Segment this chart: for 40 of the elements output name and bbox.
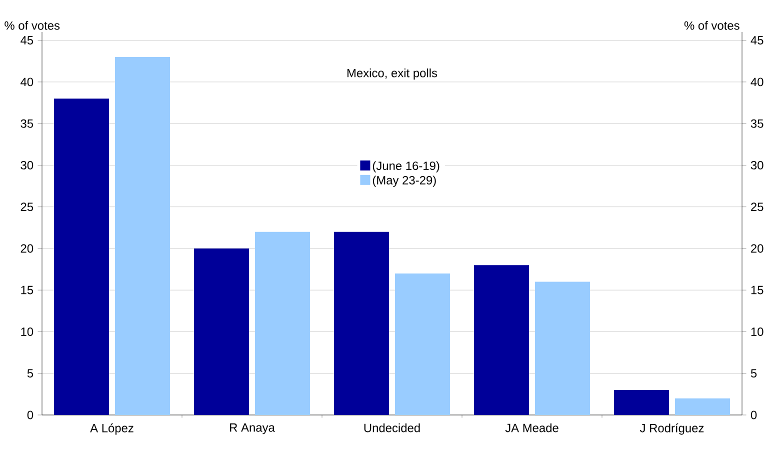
- y-tick-label: 0: [27, 410, 34, 420]
- x-tick-label: R Anaya: [230, 423, 275, 434]
- y-tick-label: 10: [21, 327, 34, 336]
- y-tick-label: 20: [20, 244, 34, 253]
- legend-label: (June 16-19): [372, 161, 440, 172]
- y-tick-label: 45: [20, 36, 34, 44]
- bar: [334, 232, 390, 415]
- y-tick-label: 35: [20, 119, 34, 128]
- y-tick-label: 40: [20, 78, 34, 86]
- y2-tick-label: 0: [750, 410, 757, 420]
- y2-tick-label: 5: [750, 369, 757, 378]
- y2-tick-label: 25: [751, 202, 764, 212]
- bar: [255, 232, 310, 415]
- y2-tick-label: 45: [750, 36, 764, 44]
- x-tick-label: A López: [90, 423, 134, 435]
- text: Mexico, exit polls: [347, 68, 438, 80]
- bar: [54, 98, 110, 415]
- bar: [535, 282, 590, 415]
- y-tick-label: 5: [27, 369, 34, 378]
- y2-tick-label: 20: [751, 244, 764, 253]
- y2-tick-label: 10: [751, 327, 764, 336]
- y2-tick-label: 15: [751, 286, 764, 294]
- y2-tick-label: 30: [750, 160, 764, 170]
- y-tick-label: 25: [20, 202, 34, 212]
- x-tick-label: Undecided: [364, 423, 420, 432]
- bar: [675, 398, 730, 415]
- y-tick-label: 30: [20, 160, 34, 170]
- bar: [395, 273, 450, 415]
- y2-axis-title: % of votes: [684, 21, 740, 30]
- bar: [614, 390, 670, 415]
- y-axis-title: % of votes: [4, 21, 60, 30]
- bar: [474, 265, 530, 415]
- legend-label: (May 23-29): [372, 176, 436, 187]
- x-tick-label: J Rodríguez: [640, 423, 704, 435]
- y2-tick-label: 35: [750, 119, 764, 128]
- y-tick-label: 15: [21, 286, 34, 294]
- bar: [115, 56, 170, 415]
- x-tick-label: JA Meade: [505, 423, 558, 432]
- bar: [194, 248, 250, 415]
- y2-tick-label: 40: [750, 78, 764, 86]
